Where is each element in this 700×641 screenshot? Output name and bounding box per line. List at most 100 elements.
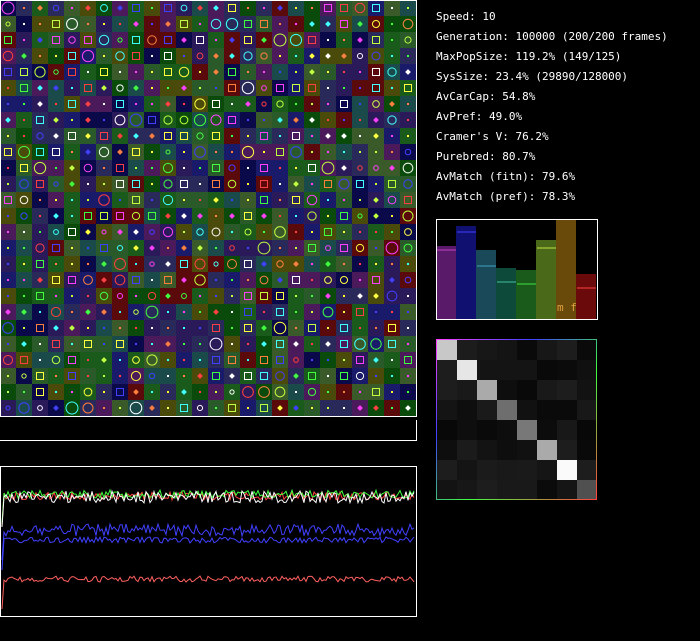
cell (144, 368, 160, 384)
cell-dot (327, 391, 329, 393)
cell (224, 80, 240, 96)
cell (112, 48, 128, 64)
cell-dot (327, 71, 329, 73)
cell-circle (193, 113, 207, 127)
matrix-cell (497, 340, 517, 360)
cell (128, 272, 144, 288)
cell-dot (7, 391, 9, 393)
cell-diamond (69, 165, 75, 171)
cell-dot (87, 23, 89, 25)
cell-dot (103, 103, 105, 105)
matrix-cell (437, 360, 457, 380)
cell-square (180, 180, 188, 188)
cell-square (228, 4, 236, 12)
cell (64, 368, 80, 384)
cell-dot (151, 151, 153, 153)
cell-circle (258, 386, 270, 398)
cell-dot (407, 391, 409, 393)
cell-circle (357, 213, 363, 219)
cell-circle (385, 241, 399, 255)
cell-dot (263, 119, 265, 121)
cell-square (116, 212, 124, 220)
cell (368, 64, 384, 80)
cell (224, 256, 240, 272)
cell-dot (391, 359, 393, 361)
cell-square (180, 20, 188, 28)
cell-diamond (117, 149, 123, 155)
cell-circle (145, 305, 159, 319)
cell-circle (276, 260, 284, 268)
cell-diamond (325, 133, 331, 139)
cell-circle (52, 4, 60, 12)
cell-square (292, 276, 300, 284)
cell (368, 0, 384, 16)
cell-square (36, 324, 44, 332)
cell-dot (327, 199, 329, 201)
cell (176, 128, 192, 144)
cell (128, 352, 144, 368)
cell-square (324, 180, 332, 188)
cell (384, 64, 400, 80)
cell-dot (103, 167, 105, 169)
cell-circle (357, 165, 363, 171)
cell-circle (98, 146, 110, 158)
cell (160, 144, 176, 160)
cell-dot (87, 375, 89, 377)
cell-circle (356, 52, 364, 60)
cell (32, 384, 48, 400)
cell (208, 160, 224, 176)
cell-dot (247, 343, 249, 345)
cell-diamond (405, 405, 411, 411)
cell (160, 272, 176, 288)
cell-dot (407, 327, 409, 329)
cell-circle (117, 37, 123, 43)
cell-dot (263, 151, 265, 153)
cell-diamond (133, 85, 139, 91)
cell (160, 64, 176, 80)
cell (176, 0, 192, 16)
cell-dot (359, 199, 361, 201)
bar (516, 270, 536, 320)
cell-dot (55, 295, 57, 297)
cell-dot (87, 327, 89, 329)
cell-dot (327, 407, 329, 409)
cell (240, 48, 256, 64)
matrix-cell (497, 380, 517, 400)
cell-circle (146, 354, 158, 366)
cell-dot (311, 263, 313, 265)
cell-dot (39, 231, 41, 233)
cell-dot (199, 311, 201, 313)
matrix-cell (537, 400, 557, 420)
cell-square (388, 324, 396, 332)
cell-dot (343, 311, 345, 313)
cell (368, 16, 384, 32)
match-matrix (437, 340, 597, 500)
cell-dot (71, 343, 73, 345)
cell (240, 368, 256, 384)
cell-circle (324, 276, 332, 284)
cell-dot (359, 327, 361, 329)
cell-dot (7, 247, 9, 249)
cell-dot (311, 359, 313, 361)
cell-diamond (165, 261, 171, 267)
cell-dot (199, 327, 201, 329)
cell (256, 400, 272, 416)
cell-dot (375, 151, 377, 153)
cell-circle (257, 241, 271, 255)
matrix-cell (457, 380, 477, 400)
cell (32, 288, 48, 304)
cell-circle (2, 322, 14, 334)
cell-square (36, 292, 44, 300)
cell-square (196, 36, 204, 44)
cell-dot (327, 39, 329, 41)
cell (272, 96, 288, 112)
cell (304, 320, 320, 336)
cell-circle (289, 33, 303, 47)
cell-square (132, 276, 140, 284)
cell-diamond (181, 85, 187, 91)
cell-dot (119, 23, 121, 25)
cell (272, 384, 288, 400)
cell-square (308, 372, 316, 380)
cell (0, 16, 16, 32)
cell-dot (391, 135, 393, 137)
